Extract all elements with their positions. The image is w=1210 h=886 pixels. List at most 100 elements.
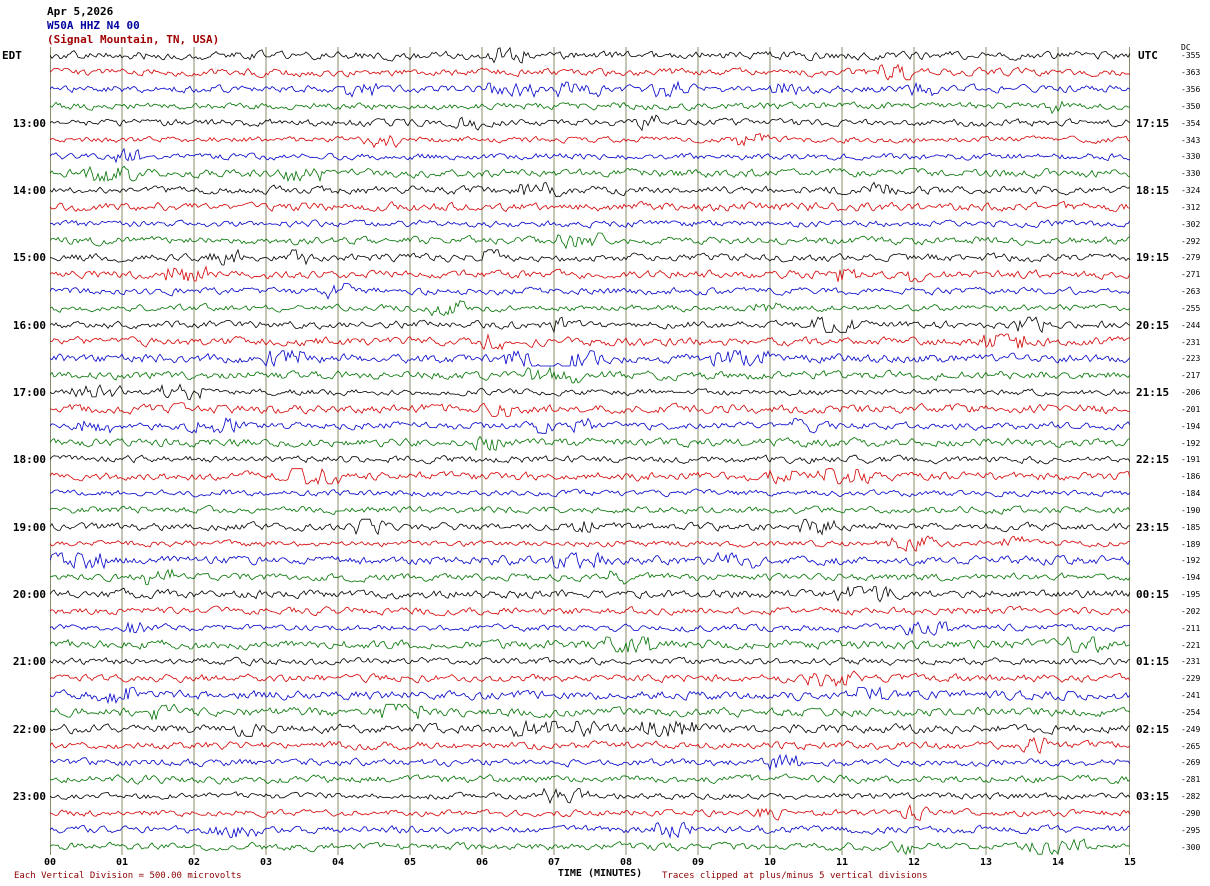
seismogram-trace-12: [50, 248, 1130, 266]
seismogram-trace-6: [50, 147, 1130, 164]
dc-offset-value-12: -279: [1181, 253, 1201, 262]
seismogram-trace-5: [50, 132, 1130, 149]
dc-offset-value-41: -265: [1181, 742, 1201, 751]
seismogram-trace-43: [50, 773, 1130, 785]
left-time-label-13:00: 13:00: [12, 117, 46, 130]
seismogram-trace-8: [50, 181, 1130, 198]
seismogram-trace-26: [50, 488, 1130, 498]
dc-offset-value-19: -217: [1181, 371, 1201, 380]
seismogram-trace-9: [50, 200, 1130, 213]
seismogram-trace-10: [50, 219, 1130, 229]
seismogram-trace-14: [50, 283, 1130, 300]
dc-offset-value-32: -195: [1181, 590, 1201, 599]
left-time-label-22:00: 22:00: [12, 723, 46, 736]
seismogram-trace-24: [50, 454, 1130, 465]
seismogram-trace-29: [50, 535, 1130, 553]
seismogram-trace-35: [50, 636, 1130, 654]
seismogram-trace-16: [50, 316, 1130, 334]
right-time-label-23:15: 23:15: [1136, 521, 1170, 534]
x-tick-06: 06: [475, 857, 489, 868]
right-time-label-01:15: 01:15: [1136, 655, 1170, 668]
left-time-label-20:00: 20:00: [12, 588, 46, 601]
x-tick-13: 13: [979, 857, 993, 868]
seismogram-trace-46: [50, 821, 1130, 839]
dc-offset-value-8: -324: [1181, 186, 1201, 195]
dc-offset-value-7: -330: [1181, 169, 1201, 178]
dc-offset-value-4: -354: [1181, 119, 1201, 128]
x-tick-01: 01: [115, 857, 129, 868]
dc-offset-value-22: -194: [1181, 422, 1201, 431]
seismogram-trace-15: [50, 300, 1130, 317]
title-block: Apr 5,2026 W50A HHZ N4 00 (Signal Mounta…: [47, 5, 219, 47]
dc-offset-value-3: -350: [1181, 102, 1201, 111]
seismogram-trace-7: [50, 165, 1130, 183]
dc-offset-value-2: -356: [1181, 85, 1201, 94]
seismogram-trace-11: [50, 232, 1130, 250]
dc-offset-value-39: -254: [1181, 708, 1201, 717]
dc-offset-value-11: -292: [1181, 237, 1201, 246]
dc-offset-value-45: -290: [1181, 809, 1201, 818]
dc-offset-value-24: -191: [1181, 455, 1201, 464]
title-date: Apr 5,2026: [47, 5, 114, 18]
seismogram-trace-47: [50, 838, 1130, 855]
seismogram-trace-0: [50, 47, 1130, 64]
seismogram-trace-25: [50, 468, 1130, 486]
footer-scale-note: Each Vertical Division = 500.00 microvol…: [14, 871, 242, 881]
seismogram-trace-3: [50, 100, 1130, 115]
dc-offset-value-5: -343: [1181, 136, 1201, 145]
dc-offset-value-0: -355: [1181, 51, 1201, 60]
seismogram-trace-42: [50, 753, 1130, 772]
seismogram-trace-21: [50, 402, 1130, 417]
seismogram-trace-31: [50, 568, 1130, 586]
dc-offset-value-16: -244: [1181, 321, 1201, 330]
seismogram-trace-27: [50, 504, 1130, 515]
dc-offset-value-34: -211: [1181, 624, 1201, 633]
dc-offset-value-13: -271: [1181, 270, 1201, 279]
seismogram-trace-37: [50, 670, 1130, 687]
right-time-label-02:15: 02:15: [1136, 723, 1170, 736]
seismogram-trace-20: [50, 383, 1130, 401]
x-tick-04: 04: [331, 857, 345, 868]
x-tick-05: 05: [403, 857, 417, 868]
right-time-label-03:15: 03:15: [1136, 790, 1170, 803]
seismogram-trace-41: [50, 737, 1130, 754]
seismogram-trace-34: [50, 620, 1130, 636]
right-axis-header-utc: UTC: [1138, 49, 1158, 62]
dc-offset-value-10: -302: [1181, 220, 1201, 229]
right-time-label-19:15: 19:15: [1136, 251, 1170, 264]
dc-offset-value-6: -330: [1181, 152, 1201, 161]
seismogram-trace-22: [50, 417, 1130, 434]
left-time-label-14:00: 14:00: [12, 184, 46, 197]
dc-offset-value-25: -186: [1181, 472, 1201, 481]
dc-offset-value-28: -185: [1181, 523, 1201, 532]
dc-offset-value-26: -184: [1181, 489, 1201, 498]
x-tick-03: 03: [259, 857, 273, 868]
seismogram-trace-13: [50, 265, 1130, 283]
seismogram-trace-2: [50, 80, 1130, 98]
left-axis-header-edt: EDT: [2, 49, 22, 62]
seismogram-trace-36: [50, 656, 1130, 667]
dc-offset-value-42: -269: [1181, 758, 1201, 767]
dc-offset-value-14: -263: [1181, 287, 1201, 296]
seismogram-trace-45: [50, 804, 1130, 822]
left-time-label-15:00: 15:00: [12, 251, 46, 264]
x-tick-12: 12: [907, 857, 921, 868]
dc-offset-value-35: -221: [1181, 641, 1201, 650]
x-tick-02: 02: [187, 857, 201, 868]
dc-offset-value-44: -282: [1181, 792, 1201, 801]
dc-offset-value-27: -190: [1181, 506, 1201, 515]
dc-offset-value-23: -192: [1181, 439, 1201, 448]
seismogram-trace-17: [50, 333, 1130, 351]
dc-offset-value-15: -255: [1181, 304, 1201, 313]
seismogram-plot: [50, 47, 1130, 855]
left-time-label-21:00: 21:00: [12, 655, 46, 668]
left-time-label-19:00: 19:00: [12, 521, 46, 534]
dc-offset-value-36: -231: [1181, 657, 1201, 666]
x-tick-08: 08: [619, 857, 633, 868]
dc-offset-value-9: -312: [1181, 203, 1201, 212]
left-time-label-23:00: 23:00: [12, 790, 46, 803]
seismogram-trace-40: [50, 719, 1130, 738]
seismogram-trace-39: [50, 703, 1130, 721]
title-station: W50A HHZ N4 00: [47, 19, 140, 32]
